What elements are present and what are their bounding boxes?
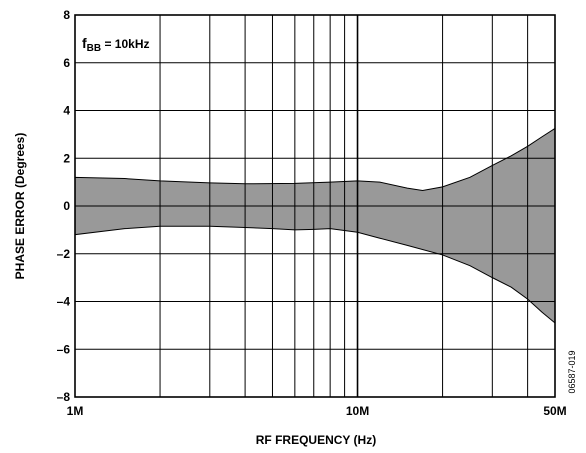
y-tick-label: 4 <box>63 104 70 118</box>
x-tick-label: 1M <box>67 404 84 418</box>
grid-layer <box>75 15 555 397</box>
y-tick-label: 2 <box>63 151 70 165</box>
x-tick-label: 10M <box>346 404 369 418</box>
y-tick-label: 6 <box>63 56 70 70</box>
y-tick-label: –2 <box>57 247 71 261</box>
annotation-rest: = 10kHz <box>101 37 149 51</box>
plot-frame <box>74 14 556 398</box>
tick-labels: –8 –6 –4 –2 0 2 4 6 8 1M 10M 50M <box>57 8 567 418</box>
y-tick-label: –4 <box>57 295 71 309</box>
fbb-annotation: fBB = 10kHz <box>82 35 150 54</box>
error-band-layer <box>74 127 556 325</box>
plot-area <box>74 14 556 398</box>
phase-error-band-0 <box>74 127 556 325</box>
annotation-subscript: BB <box>87 43 101 54</box>
figure-id: 06587-019 <box>567 350 577 393</box>
y-tick-label: –6 <box>57 342 71 356</box>
y-tick-label: 0 <box>63 199 70 213</box>
y-axis-title: PHASE ERROR (Degrees) <box>13 133 27 280</box>
y-tick-label: –8 <box>57 390 71 404</box>
y-tick-label: 8 <box>63 8 70 22</box>
annotation-main: f <box>82 35 87 51</box>
x-axis-title: RF FREQUENCY (Hz) <box>256 433 376 447</box>
x-tick-label: 50M <box>543 404 566 418</box>
